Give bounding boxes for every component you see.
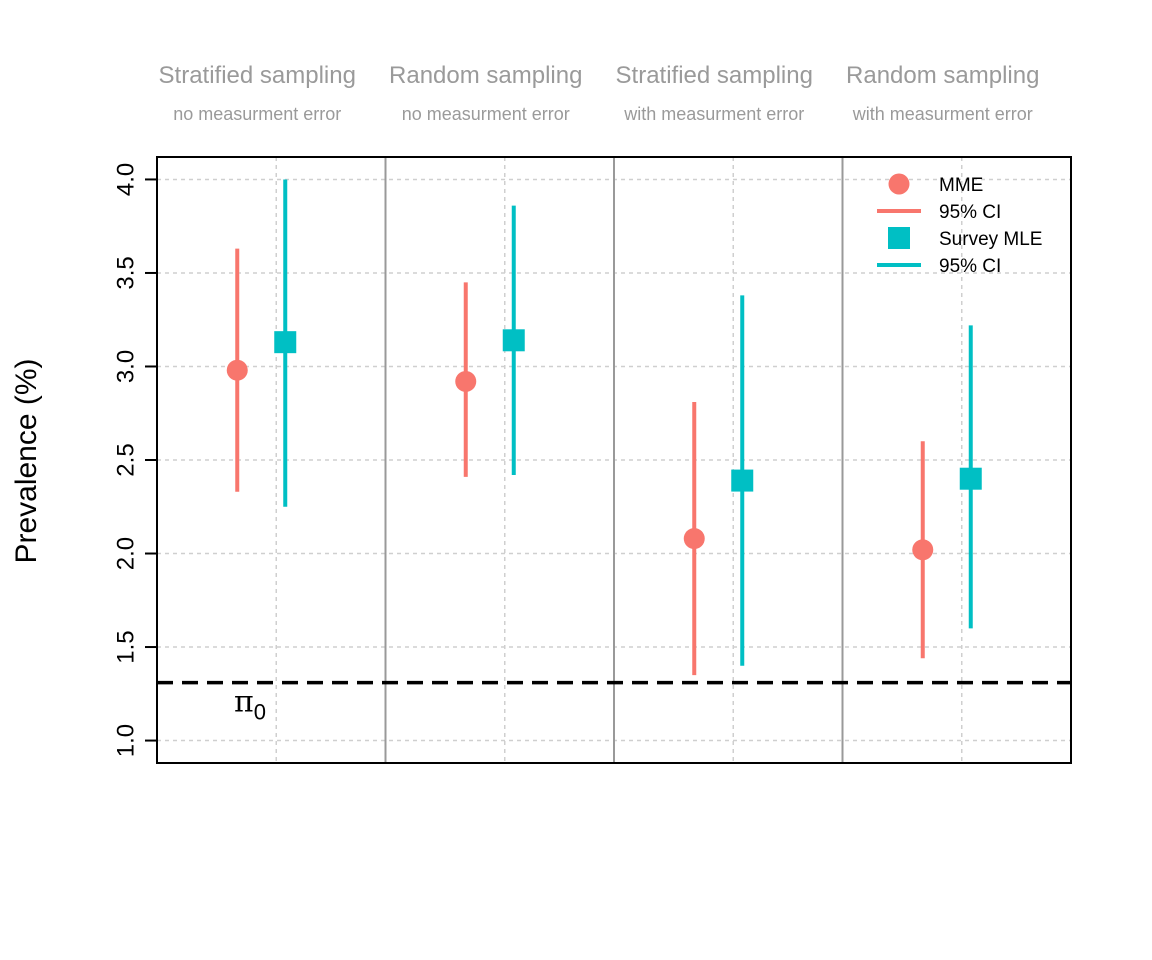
point-estimate — [912, 539, 934, 561]
reference-label: π0 — [234, 685, 266, 725]
group-title: Random sampling — [389, 62, 582, 89]
y-tick-label: 1.5 — [112, 630, 139, 663]
group-title: Stratified sampling — [616, 62, 813, 89]
reference-symbol: π — [234, 685, 254, 720]
point-estimate — [502, 329, 525, 352]
point-estimate — [959, 467, 982, 490]
y-tick-label: 2.5 — [112, 443, 139, 476]
legend-label: 95% CI — [939, 202, 1001, 223]
group-subtitle: no measurment error — [173, 104, 341, 124]
legend-marker — [888, 227, 910, 249]
y-tick-label: 1.0 — [112, 724, 139, 757]
y-tick-label: 2.0 — [112, 537, 139, 570]
y-tick-label: 4.0 — [112, 163, 139, 196]
legend-label: 95% CI — [939, 256, 1001, 277]
y-tick-label: 3.5 — [112, 256, 139, 289]
group-title: Stratified sampling — [159, 62, 356, 89]
group-subtitle: no measurment error — [402, 104, 570, 124]
group-headers: Stratified sampling no measurment error Ra… — [159, 62, 1040, 124]
point-estimate — [683, 528, 705, 550]
legend-marker — [888, 173, 910, 195]
point-estimate — [731, 469, 754, 492]
reference-subscript: 0 — [254, 700, 266, 725]
chart-marks — [226, 179, 982, 676]
point-estimate — [274, 331, 297, 354]
legend-label: MME — [939, 175, 983, 196]
point-estimate — [455, 370, 477, 392]
y-tick-label: 3.0 — [112, 350, 139, 383]
y-axis: 1.0 1.5 2.0 2.5 3.0 3.5 4.0 — [112, 163, 157, 757]
legend: MME 95% CI Survey MLE 95% CI — [877, 173, 1042, 277]
group-subtitle: with measurment error — [852, 104, 1033, 124]
legend-label: Survey MLE — [939, 229, 1042, 250]
y-axis-label: Prevalence (%) — [10, 358, 43, 563]
group-subtitle: with measurment error — [623, 104, 804, 124]
group-title: Random sampling — [846, 62, 1039, 89]
group-separators — [384, 157, 844, 763]
point-estimate — [226, 359, 248, 381]
